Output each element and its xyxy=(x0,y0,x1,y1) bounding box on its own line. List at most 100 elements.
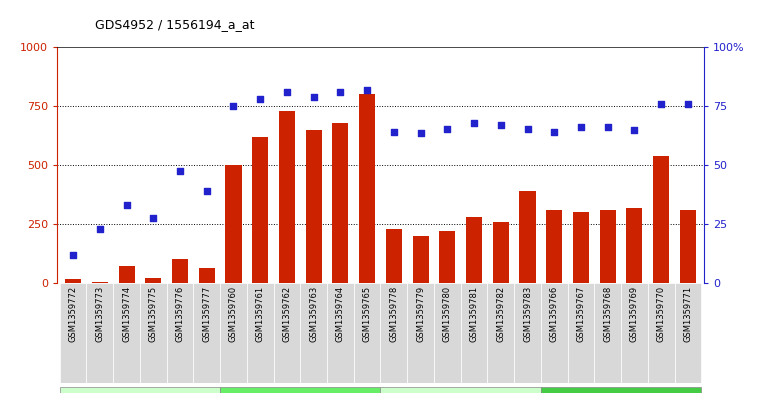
Point xyxy=(254,96,266,102)
Bar xyxy=(541,283,568,383)
Bar xyxy=(380,283,407,383)
Text: GSM1359778: GSM1359778 xyxy=(390,286,398,342)
Point xyxy=(548,129,560,135)
Text: GSM1359765: GSM1359765 xyxy=(363,286,371,342)
Bar xyxy=(648,283,674,383)
Point xyxy=(147,215,159,221)
Bar xyxy=(653,156,669,283)
Bar xyxy=(333,123,349,283)
Bar xyxy=(167,283,193,383)
Bar xyxy=(252,137,268,283)
Bar xyxy=(301,283,327,383)
Bar xyxy=(359,94,375,283)
Text: GSM1359761: GSM1359761 xyxy=(256,286,265,342)
Text: GSM1359774: GSM1359774 xyxy=(122,286,131,342)
Text: GSM1359763: GSM1359763 xyxy=(309,286,318,342)
Bar xyxy=(87,283,113,383)
Bar xyxy=(568,283,594,383)
Point xyxy=(334,89,346,95)
Point xyxy=(468,119,480,126)
Bar xyxy=(493,222,509,283)
Text: GSM1359768: GSM1359768 xyxy=(603,286,612,342)
Point xyxy=(174,168,186,174)
Text: GSM1359777: GSM1359777 xyxy=(202,286,212,342)
Text: GSM1359782: GSM1359782 xyxy=(496,286,505,342)
Bar xyxy=(573,212,589,283)
Text: GSM1359776: GSM1359776 xyxy=(176,286,184,342)
Bar xyxy=(520,191,536,283)
Point xyxy=(655,101,667,107)
Bar xyxy=(600,210,616,283)
Bar xyxy=(546,210,562,283)
Text: GSM1359780: GSM1359780 xyxy=(443,286,452,342)
Bar xyxy=(199,268,215,283)
Bar xyxy=(439,231,455,283)
Point xyxy=(629,127,641,133)
Point xyxy=(228,103,240,109)
Bar xyxy=(380,386,541,393)
Bar xyxy=(306,130,322,283)
Text: GDS4952 / 1556194_a_at: GDS4952 / 1556194_a_at xyxy=(95,18,255,31)
Text: GSM1359775: GSM1359775 xyxy=(149,286,158,342)
Bar xyxy=(279,111,295,283)
Point xyxy=(281,89,293,95)
Bar xyxy=(487,283,514,383)
Bar xyxy=(92,282,108,283)
Bar xyxy=(193,283,220,383)
Bar xyxy=(466,217,482,283)
Point xyxy=(441,125,454,132)
Text: GSM1359767: GSM1359767 xyxy=(577,286,585,342)
Text: GSM1359769: GSM1359769 xyxy=(630,286,639,342)
Text: GSM1359772: GSM1359772 xyxy=(68,286,78,342)
Bar xyxy=(354,283,380,383)
Point xyxy=(67,252,79,258)
Bar xyxy=(220,283,247,383)
Text: GSM1359781: GSM1359781 xyxy=(470,286,479,342)
Text: GSM1359770: GSM1359770 xyxy=(657,286,666,342)
Text: GSM1359779: GSM1359779 xyxy=(416,286,425,342)
Bar xyxy=(225,165,241,283)
Bar xyxy=(145,278,161,283)
Text: GSM1359773: GSM1359773 xyxy=(95,286,104,342)
Point xyxy=(361,86,373,93)
Point xyxy=(521,125,533,132)
Point xyxy=(388,129,400,135)
Bar xyxy=(60,386,220,393)
Bar xyxy=(407,283,434,383)
Bar xyxy=(594,283,621,383)
Bar xyxy=(514,283,541,383)
Bar xyxy=(172,259,188,283)
Bar xyxy=(674,283,701,383)
Bar xyxy=(247,283,274,383)
Text: GSM1359764: GSM1359764 xyxy=(336,286,345,342)
Bar xyxy=(65,279,81,283)
Bar xyxy=(412,236,428,283)
Point xyxy=(682,101,694,107)
Bar xyxy=(119,266,135,283)
Bar xyxy=(140,283,167,383)
Point xyxy=(120,202,132,208)
Bar xyxy=(541,386,701,393)
Bar xyxy=(327,283,354,383)
Bar xyxy=(460,283,487,383)
Bar xyxy=(274,283,301,383)
Point xyxy=(307,94,320,100)
Text: GSM1359762: GSM1359762 xyxy=(282,286,291,342)
Text: GSM1359766: GSM1359766 xyxy=(549,286,559,342)
Bar xyxy=(680,210,696,283)
Text: GSM1359771: GSM1359771 xyxy=(683,286,693,342)
Bar xyxy=(626,208,642,283)
Point xyxy=(94,226,106,232)
Bar xyxy=(113,283,140,383)
Bar xyxy=(621,283,648,383)
Text: GSM1359783: GSM1359783 xyxy=(523,286,532,342)
Point xyxy=(495,122,507,128)
Point xyxy=(602,124,614,130)
Bar xyxy=(60,283,87,383)
Text: GSM1359760: GSM1359760 xyxy=(229,286,238,342)
Bar xyxy=(434,283,460,383)
Bar xyxy=(220,386,380,393)
Bar xyxy=(386,229,402,283)
Point xyxy=(575,124,587,130)
Point xyxy=(415,130,427,136)
